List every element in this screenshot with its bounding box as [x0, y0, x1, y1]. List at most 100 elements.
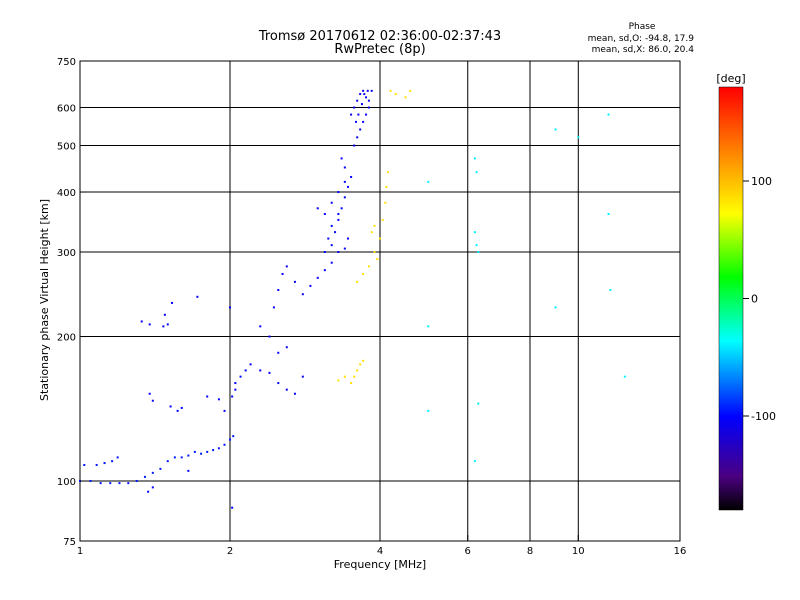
- data-point: [404, 96, 407, 99]
- data-point: [176, 409, 179, 412]
- data-point: [316, 276, 319, 279]
- data-point: [259, 325, 262, 328]
- data-point: [143, 475, 146, 478]
- data-point: [277, 351, 280, 354]
- data-point: [95, 463, 98, 466]
- data-point: [99, 482, 102, 485]
- data-point: [323, 251, 326, 254]
- data-point: [232, 435, 235, 438]
- data-point: [89, 480, 92, 483]
- data-point: [389, 89, 392, 92]
- data-point: [206, 450, 209, 453]
- data-point: [285, 388, 288, 391]
- data-point: [163, 313, 166, 316]
- data-point: [356, 369, 359, 372]
- colorbar-tick-label: -100: [751, 410, 776, 423]
- data-point: [409, 89, 412, 92]
- data-point: [427, 409, 430, 412]
- data-point: [231, 506, 234, 509]
- data-point: [365, 96, 368, 99]
- data-point: [356, 136, 359, 139]
- y-tick-label: 75: [63, 537, 76, 548]
- x-tick-label: 1: [77, 546, 83, 557]
- data-point: [109, 482, 112, 485]
- x-tick-label: 2: [227, 546, 233, 557]
- plot-area: [79, 60, 681, 542]
- data-point: [362, 272, 365, 275]
- data-point: [343, 166, 346, 169]
- data-point: [330, 261, 333, 264]
- data-point: [244, 369, 247, 372]
- data-point: [394, 93, 397, 96]
- data-point: [293, 392, 296, 395]
- data-point: [272, 306, 275, 309]
- colorbar: [deg] 100 0 -100: [716, 72, 776, 511]
- data-point: [359, 128, 362, 131]
- data-point: [356, 280, 359, 283]
- data-point: [285, 346, 288, 349]
- data-point: [169, 405, 172, 408]
- data-point: [384, 201, 387, 204]
- y-tick-label: 750: [57, 57, 76, 68]
- data-point: [277, 289, 280, 292]
- data-point: [343, 196, 346, 199]
- data-point: [200, 452, 203, 455]
- data-point: [268, 371, 271, 374]
- data-point: [334, 231, 337, 234]
- phase-stats-o: mean, sd,O: -94.8, 17.9: [588, 34, 695, 44]
- phase-stats-x: mean, sd,X: 86.0, 20.4: [592, 45, 695, 55]
- grid-lines: [80, 61, 680, 541]
- data-point: [367, 99, 370, 102]
- data-point: [187, 454, 190, 457]
- data-point: [277, 382, 280, 385]
- data-point: [151, 486, 154, 489]
- data-point: [473, 460, 476, 463]
- data-point: [127, 482, 130, 485]
- data-point: [337, 251, 340, 254]
- data-point: [309, 284, 312, 287]
- data-point: [301, 375, 304, 378]
- x-tick-label: 16: [674, 546, 687, 557]
- data-point: [111, 460, 114, 463]
- data-point: [359, 363, 362, 366]
- data-point: [327, 237, 330, 240]
- colorbar-tick-label: 0: [751, 293, 758, 306]
- x-axis-label: Frequency [MHz]: [334, 558, 426, 571]
- data-point: [475, 244, 478, 247]
- phase-header: Phase: [629, 22, 656, 32]
- data-point: [473, 231, 476, 234]
- y-tick-label: 600: [57, 104, 76, 115]
- data-point: [350, 175, 353, 178]
- data-point: [607, 113, 610, 116]
- data-point: [365, 113, 368, 116]
- data-point: [473, 157, 476, 160]
- data-point: [103, 462, 106, 465]
- data-point: [217, 398, 220, 401]
- data-point: [159, 467, 162, 470]
- data-point: [171, 301, 174, 304]
- data-point: [363, 93, 366, 96]
- data-point: [385, 185, 388, 188]
- data-point: [281, 272, 284, 275]
- data-point: [376, 258, 379, 261]
- data-point: [477, 402, 480, 405]
- data-point: [337, 191, 340, 194]
- colorbar-ticks: 100 0 -100: [743, 175, 776, 423]
- data-point: [249, 363, 252, 366]
- x-tick-label: 8: [527, 546, 533, 557]
- data-point: [623, 375, 626, 378]
- data-point: [353, 375, 356, 378]
- data-point: [268, 335, 271, 338]
- data-point: [229, 306, 231, 309]
- data-point: [370, 89, 373, 92]
- data-point: [427, 325, 430, 328]
- data-point: [323, 269, 326, 272]
- data-point: [554, 306, 557, 309]
- data-point: [234, 382, 237, 385]
- data-point: [166, 323, 169, 326]
- data-points: [79, 89, 626, 509]
- data-point: [180, 456, 183, 459]
- data-point: [140, 320, 143, 323]
- y-tick-label: 500: [57, 142, 76, 153]
- y-axis-label: Stationary phase Virtual Height [km]: [38, 199, 51, 401]
